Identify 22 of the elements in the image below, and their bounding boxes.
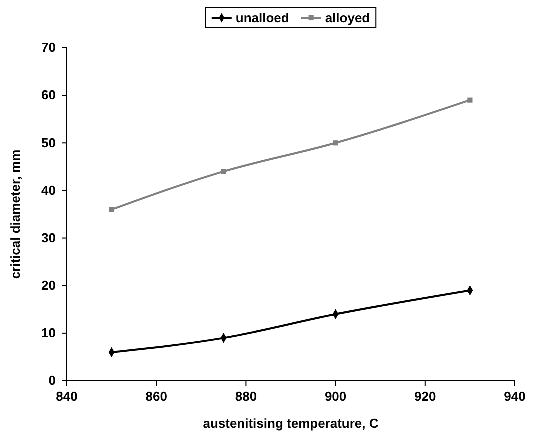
x-tick-label: 840 [56, 389, 78, 404]
y-tick-label: 20 [42, 278, 56, 294]
x-tick-label: 860 [146, 389, 168, 404]
y-tick-label: 40 [42, 182, 56, 198]
x-axis-title: austenitising temperature, C [203, 416, 380, 431]
x-tick-label: 940 [504, 389, 526, 404]
y-tick-label: 10 [42, 326, 56, 341]
x-tick-label: 900 [324, 389, 347, 404]
y-tick-label: 70 [42, 40, 56, 56]
point [333, 140, 338, 146]
x-tick-label: 880 [235, 389, 258, 404]
legend-label: alloyed [325, 10, 370, 26]
point [109, 207, 114, 212]
y-tick-label: 60 [42, 88, 56, 103]
y-axis-title: critical diameter, mm [8, 150, 23, 280]
y-tick-label: 50 [42, 135, 56, 150]
y-tick-label: 30 [42, 230, 56, 246]
point [221, 169, 226, 174]
y-tick-label: 0 [48, 373, 56, 388]
x-tick-label: 920 [414, 389, 436, 404]
point [468, 98, 473, 103]
legend-label: unalloed [236, 10, 290, 26]
